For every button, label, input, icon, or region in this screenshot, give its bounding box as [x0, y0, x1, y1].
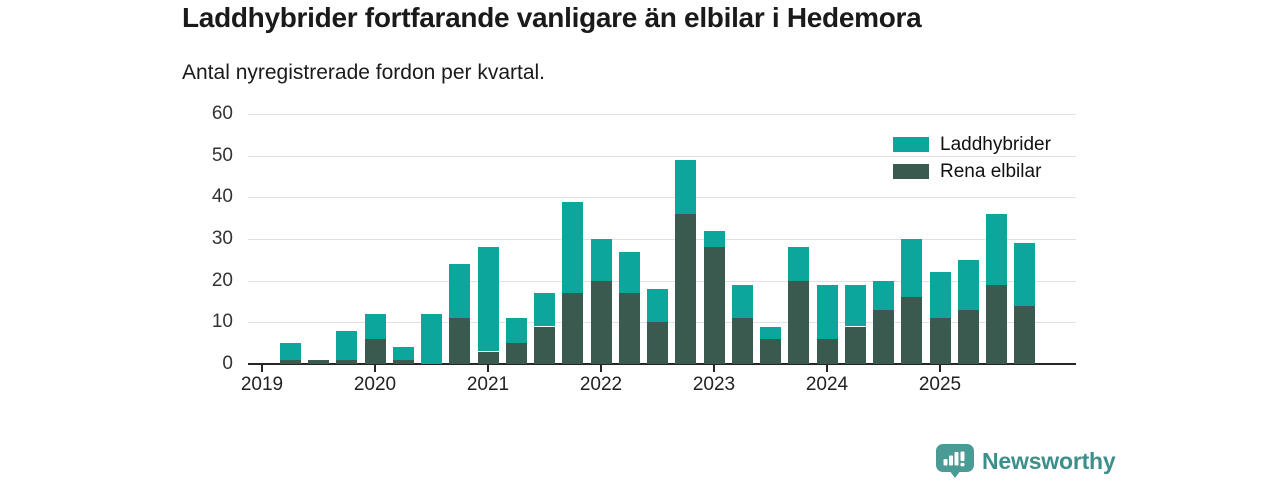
bar-segment-laddhybrider	[675, 159, 697, 214]
chart-subtitle: Antal nyregistrerade fordon per kvartal.	[182, 61, 546, 84]
bar-segment-laddhybrider	[392, 347, 414, 360]
chart-title: Laddhybrider fortfarande vanligare än el…	[182, 2, 922, 33]
bar-segment-rena-elbilar	[873, 309, 894, 364]
x-axis-tick	[939, 365, 941, 372]
legend-item-rena-elbilar: Rena elbilar	[893, 158, 1051, 185]
bar-segment-laddhybrider	[901, 239, 923, 298]
x-axis-tick-label: 2023	[692, 374, 736, 395]
x-axis-tick	[374, 365, 376, 372]
x-axis-tick	[713, 365, 715, 372]
bar-segment-rena-elbilar	[957, 309, 979, 364]
bar-segment-laddhybrider	[986, 214, 1007, 285]
y-axis-tick-label: 50	[211, 144, 233, 166]
bar-segment-laddhybrider	[477, 247, 499, 352]
bar-segment-rena-elbilar	[534, 326, 555, 364]
newsworthy-logo-icon	[936, 444, 974, 478]
bar-segment-rena-elbilar	[449, 318, 471, 364]
bar-segment-laddhybrider	[336, 330, 358, 360]
plot-area: 0 10 20 30 40 50 60 2019 2020 2021 2022 2023 2024 202…	[212, 103, 1076, 395]
bar-segment-rena-elbilar	[505, 343, 527, 364]
x-axis-line	[248, 363, 1076, 365]
bar-segment-laddhybrider	[957, 259, 979, 310]
gridline	[248, 114, 1076, 115]
y-axis-tick-label: 20	[211, 269, 233, 291]
bar-segment-laddhybrider	[731, 284, 753, 319]
legend-label-laddhybrider: Laddhybrider	[940, 133, 1051, 155]
bar-segment-laddhybrider	[534, 293, 555, 327]
x-axis-tick-label: 2021	[466, 374, 510, 395]
legend-swatch-rena-elbilar	[893, 164, 929, 179]
bar-segment-laddhybrider	[760, 326, 781, 339]
bar-segment-rena-elbilar	[703, 247, 725, 364]
bar-segment-laddhybrider	[279, 343, 301, 360]
bar-segment-laddhybrider	[562, 201, 584, 294]
legend-item-laddhybrider: Laddhybrider	[893, 131, 1051, 158]
bar-segment-laddhybrider	[1014, 243, 1036, 306]
x-axis-tick-label: 2019	[240, 374, 284, 395]
bar-segment-laddhybrider	[449, 264, 471, 319]
bar-segment-laddhybrider	[421, 314, 442, 364]
bar-segment-rena-elbilar	[816, 339, 838, 364]
legend-swatch-laddhybrider	[893, 137, 929, 152]
gridline	[248, 280, 1076, 282]
bar-segment-rena-elbilar	[477, 351, 499, 364]
x-axis-tick	[826, 365, 828, 372]
bar-segment-rena-elbilar	[590, 280, 612, 364]
bar-segment-laddhybrider	[929, 272, 951, 319]
bar-segment-rena-elbilar	[788, 280, 810, 364]
bar-segment-laddhybrider	[788, 247, 810, 281]
x-axis-tick	[600, 365, 602, 372]
legend-label-rena-elbilar: Rena elbilar	[940, 160, 1042, 182]
bar-segment-rena-elbilar	[279, 359, 301, 364]
bar-segment-rena-elbilar	[986, 284, 1007, 364]
bar-segment-rena-elbilar	[929, 318, 951, 364]
y-axis-tick-label: 30	[211, 228, 233, 249]
gridline	[248, 155, 1076, 157]
bar-segment-rena-elbilar	[308, 359, 329, 364]
bar-segment-rena-elbilar	[336, 359, 358, 364]
bar-segment-rena-elbilar	[731, 318, 753, 364]
bar-segment-laddhybrider	[505, 318, 527, 344]
bar-segment-rena-elbilar	[392, 359, 414, 364]
bar-segment-laddhybrider	[647, 289, 668, 323]
bar-segment-rena-elbilar	[675, 214, 697, 364]
bar-segment-rena-elbilar	[760, 339, 781, 364]
bar-segment-laddhybrider	[703, 230, 725, 248]
bar-segment-laddhybrider	[618, 251, 640, 294]
bar-segment-laddhybrider	[873, 280, 894, 310]
y-axis-tick-label: 40	[211, 186, 233, 208]
x-axis-tick-label: 2024	[805, 374, 849, 395]
bar-segment-rena-elbilar	[901, 297, 923, 364]
bar-segment-rena-elbilar	[618, 293, 640, 364]
x-axis-tick	[261, 365, 263, 372]
gridline	[248, 197, 1076, 199]
x-axis-tick-label: 2025	[918, 374, 962, 395]
bar-segment-rena-elbilar	[844, 326, 866, 364]
legend: Laddhybrider Rena elbilar	[893, 131, 1051, 185]
y-axis-tick-label: 10	[211, 311, 233, 333]
bar-segment-laddhybrider	[364, 314, 386, 339]
newsworthy-wordmark: Newsworthy	[982, 447, 1116, 474]
x-axis-tick-label: 2020	[353, 374, 397, 395]
y-axis-tick-label: 60	[211, 103, 233, 124]
bar-segment-rena-elbilar	[562, 293, 584, 364]
x-axis-tick-label: 2022	[579, 374, 623, 395]
x-axis-tick	[487, 365, 489, 372]
bar-segment-rena-elbilar	[647, 322, 668, 364]
gridline	[248, 239, 1076, 240]
y-axis-tick-label: 0	[222, 353, 233, 374]
bar-segment-rena-elbilar	[364, 339, 386, 364]
bar-segment-rena-elbilar	[1014, 305, 1036, 364]
newsworthy-branding: Newsworthy	[936, 444, 1116, 478]
bar-segment-laddhybrider	[816, 284, 838, 339]
bar-segment-laddhybrider	[590, 239, 612, 281]
bar-segment-laddhybrider	[844, 284, 866, 327]
